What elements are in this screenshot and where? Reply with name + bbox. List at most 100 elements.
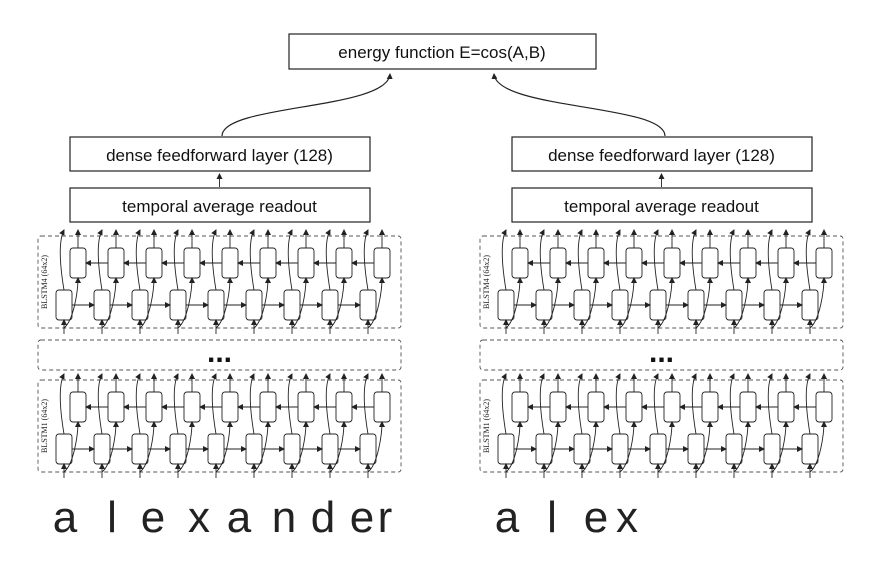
right-blstm4-forward-cell xyxy=(687,289,705,321)
right-blstm4-backward-cell xyxy=(549,247,567,279)
left-blstm1-forward-cell xyxy=(93,433,111,465)
right-blstm4-forward-cell xyxy=(763,289,781,321)
left-blstm4-forward-cell xyxy=(245,289,263,321)
right-ellipsis-container xyxy=(479,339,844,371)
right-blstm4-input-curve xyxy=(771,277,789,329)
right-blstm4-forward-output xyxy=(729,229,735,291)
right-blstm1-backward-cell xyxy=(625,391,643,423)
right-blstm4-backward-cell xyxy=(663,247,681,279)
left-blstm4-forward-output xyxy=(59,229,65,291)
right-blstm4-forward-output xyxy=(539,229,545,291)
right-blstm4-input-curve xyxy=(657,277,675,329)
left-blstm4-backward-cell xyxy=(69,247,87,279)
right-blstm1-input-curve xyxy=(505,421,523,473)
right-blstm4-forward-cell xyxy=(573,289,591,321)
energy-function-box xyxy=(288,33,597,70)
right-connection-arrow xyxy=(491,73,666,137)
right-blstm1-input-curve xyxy=(771,421,789,473)
left-blstm4-forward-cell xyxy=(55,289,73,321)
left-blstm1-forward-output xyxy=(287,373,293,435)
right-readout-label: temporal average readout xyxy=(564,197,759,216)
right-blstm1-forward-cell xyxy=(649,433,667,465)
left-dense-layer-box xyxy=(69,136,371,172)
right-blstm4-backward-cell xyxy=(701,247,719,279)
right-input-char: e xyxy=(584,493,608,542)
right-blstm1-forward-output xyxy=(767,373,773,435)
right-blstm4-container xyxy=(479,235,844,329)
left-blstm4-input-curve xyxy=(139,277,157,329)
left-blstm4-backward-cell xyxy=(107,247,125,279)
left-blstm1-forward-cell xyxy=(321,433,339,465)
right-blstm1-forward-cell xyxy=(611,433,629,465)
right-blstm1-forward-output xyxy=(729,373,735,435)
right-blstm1-backward-cell xyxy=(739,391,757,423)
right-blstm1-backward-cell xyxy=(815,391,833,423)
left-blstm1-forward-cell xyxy=(131,433,149,465)
right-blstm4-input-curve xyxy=(581,277,599,329)
left-blstm4-input-curve xyxy=(367,277,385,329)
left-blstm1-forward-output xyxy=(363,373,369,435)
left-blstm4-input-curve xyxy=(253,277,271,329)
right-blstm4-forward-output xyxy=(577,229,583,291)
left-input-char: a xyxy=(53,493,78,542)
right-blstm4-backward-cell xyxy=(777,247,795,279)
right-blstm4-backward-cell xyxy=(815,247,833,279)
right-blstm1-input-curve xyxy=(581,421,599,473)
left-input-char: x xyxy=(188,493,210,542)
left-blstm1-backward-cell xyxy=(297,391,315,423)
right-blstm1-input-curve xyxy=(733,421,751,473)
left-blstm4-forward-cell xyxy=(321,289,339,321)
right-dense-layer-label: dense feedforward layer (128) xyxy=(548,146,775,165)
left-blstm4-forward-output xyxy=(173,229,179,291)
right-blstm4-backward-cell xyxy=(587,247,605,279)
right-blstm1-forward-cell xyxy=(763,433,781,465)
left-blstm1-forward-output xyxy=(59,373,65,435)
left-blstm1-input-curve xyxy=(367,421,385,473)
left-blstm4-input-curve xyxy=(101,277,119,329)
left-blstm1-forward-output xyxy=(325,373,331,435)
left-blstm1-input-curve xyxy=(139,421,157,473)
left-blstm4-backward-cell xyxy=(373,247,391,279)
right-blstm4-input-curve xyxy=(809,277,827,329)
right-blstm4-input-curve xyxy=(733,277,751,329)
right-blstm1-backward-cell xyxy=(549,391,567,423)
right-input-char: a xyxy=(495,493,520,542)
left-blstm4-input-curve xyxy=(329,277,347,329)
right-blstm1-backward-cell xyxy=(587,391,605,423)
right-blstm1-forward-cell xyxy=(535,433,553,465)
left-connection-arrow xyxy=(221,73,393,137)
right-blstm1-input-curve xyxy=(657,421,675,473)
right-blstm1-forward-cell xyxy=(687,433,705,465)
right-dense-layer-box xyxy=(511,136,813,172)
right-blstm1-label: BLSTM1 (64x2) xyxy=(482,399,491,453)
right-blstm4-backward-cell xyxy=(625,247,643,279)
right-blstm4-forward-output xyxy=(501,229,507,291)
left-input-char: n xyxy=(272,493,296,542)
right-blstm1-forward-output xyxy=(539,373,545,435)
left-blstm1-backward-cell xyxy=(183,391,201,423)
left-blstm1-label: BLSTM1 (64x2) xyxy=(40,399,49,453)
right-blstm1-backward-cell xyxy=(511,391,529,423)
left-blstm4-backward-cell xyxy=(183,247,201,279)
left-blstm1-forward-output xyxy=(249,373,255,435)
left-blstm4-backward-cell xyxy=(259,247,277,279)
left-blstm1-backward-cell xyxy=(107,391,125,423)
left-blstm4-backward-cell xyxy=(335,247,353,279)
left-blstm4-forward-output xyxy=(135,229,141,291)
right-blstm4-forward-output xyxy=(767,229,773,291)
right-ellipsis: ... xyxy=(649,336,674,369)
left-input-char: e xyxy=(350,493,374,542)
left-readout-box xyxy=(69,187,371,223)
right-blstm1-input-curve xyxy=(695,421,713,473)
left-blstm1-backward-cell xyxy=(373,391,391,423)
left-blstm4-backward-cell xyxy=(145,247,163,279)
right-blstm4-backward-cell xyxy=(511,247,529,279)
right-blstm1-backward-cell xyxy=(701,391,719,423)
right-input-char: x xyxy=(616,493,638,542)
left-blstm4-forward-cell xyxy=(169,289,187,321)
left-input-char: l xyxy=(107,493,117,542)
left-input-char: e xyxy=(141,493,165,542)
left-blstm1-backward-cell xyxy=(335,391,353,423)
left-blstm1-input-curve xyxy=(291,421,309,473)
left-blstm4-forward-output xyxy=(287,229,293,291)
